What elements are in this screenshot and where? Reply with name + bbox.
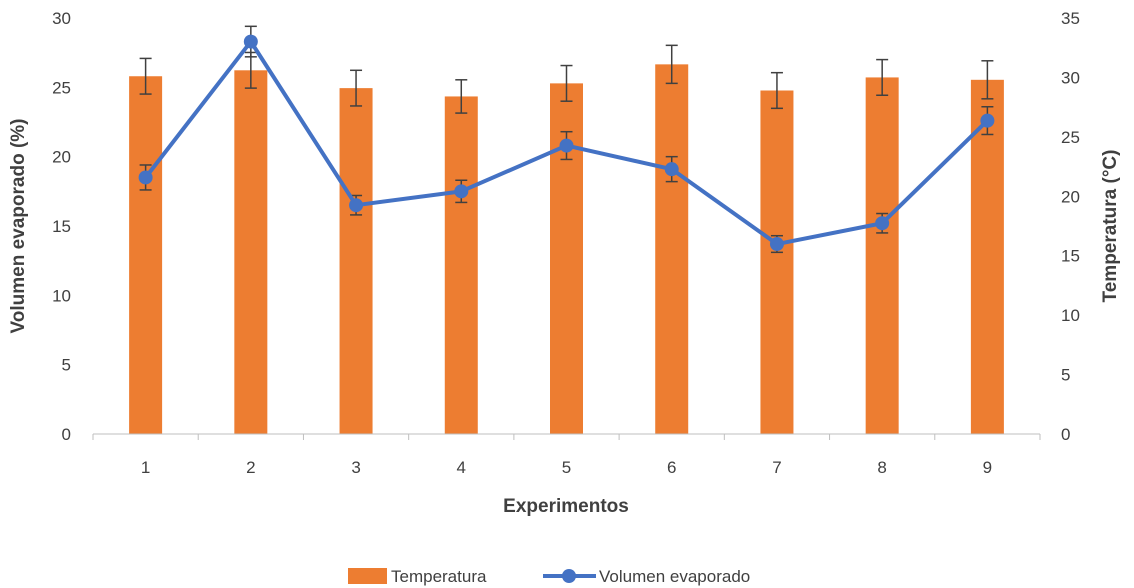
temperature-bar-1	[129, 76, 163, 435]
x-axis-ticks: 1 2 3 4 5 6 7 8 9	[92, 434, 1041, 477]
x-tick-label: 2	[246, 458, 255, 477]
y-tick-label: 20	[52, 148, 71, 167]
temperature-bar-6	[655, 64, 689, 435]
y2-tick-label: 5	[1061, 366, 1070, 385]
temperature-bar-9	[970, 79, 1004, 434]
y2-tick-label: 20	[1061, 187, 1080, 206]
legend-volume-label: Volumen evaporado	[599, 567, 750, 586]
y2-axis-ticks: 0 5 10 15 20 25 30 35	[1061, 9, 1080, 444]
legend-temperature-swatch	[348, 568, 387, 584]
y2-tick-label: 0	[1061, 425, 1070, 444]
y2-tick-label: 35	[1061, 9, 1080, 28]
x-tick-label: 7	[772, 458, 781, 477]
volume-point-2	[243, 34, 258, 49]
y-axis-title: Volumen evaporado (%)	[8, 118, 29, 333]
temperature-bar-7	[760, 90, 794, 434]
y2-axis-title: Temperatura (°C)	[1100, 150, 1121, 303]
volume-point-8	[875, 216, 890, 231]
x-tick-label: 6	[667, 458, 676, 477]
temperature-bar-4	[444, 96, 478, 435]
y-axis-ticks: 0 5 10 15 20 25 30	[52, 9, 71, 444]
y-tick-label: 5	[62, 356, 71, 375]
temperature-bar-2	[234, 70, 268, 434]
y2-tick-label: 10	[1061, 306, 1080, 325]
temperature-error-3	[350, 69, 363, 107]
x-tick-label: 3	[351, 458, 360, 477]
temperature-error-8	[876, 58, 889, 97]
volume-point-5	[559, 138, 574, 153]
x-axis-title: Experimentos	[503, 496, 629, 517]
temperature-error-7	[770, 71, 783, 110]
x-tick-label: 8	[877, 458, 886, 477]
y2-tick-label: 30	[1061, 68, 1080, 87]
temperature-error-bars	[139, 44, 994, 114]
plot-area	[129, 25, 1004, 435]
x-tick-label: 1	[141, 458, 150, 477]
temperature-error-5	[560, 64, 573, 102]
x-tick-label: 9	[983, 458, 992, 477]
temperature-error-1	[139, 57, 152, 95]
x-tick-label: 5	[562, 458, 571, 477]
y-tick-label: 30	[52, 9, 71, 28]
volume-point-1	[138, 170, 153, 185]
temperature-bar-3	[339, 88, 373, 434]
y-tick-label: 25	[52, 78, 71, 97]
volume-point-3	[349, 198, 364, 213]
legend: Temperatura Volumen evaporado	[348, 567, 750, 586]
x-tick-label: 4	[457, 458, 466, 477]
y-tick-label: 0	[62, 425, 71, 444]
volume-point-4	[454, 184, 469, 199]
y-tick-label: 15	[52, 217, 71, 236]
y2-tick-label: 25	[1061, 128, 1080, 147]
y-tick-label: 10	[52, 286, 71, 305]
temperature-error-4	[455, 79, 468, 114]
legend-volume-marker	[562, 569, 576, 583]
volume-point-6	[664, 162, 679, 177]
temperature-bars	[129, 64, 1004, 435]
y2-tick-label: 15	[1061, 247, 1080, 266]
legend-temperature-label: Temperatura	[391, 567, 487, 586]
volume-point-7	[769, 237, 784, 252]
volume-point-9	[980, 113, 995, 128]
temperature-error-6	[665, 44, 678, 85]
volume-points	[138, 34, 995, 252]
temperature-bar-8	[865, 77, 899, 434]
temperature-error-9	[981, 60, 994, 100]
